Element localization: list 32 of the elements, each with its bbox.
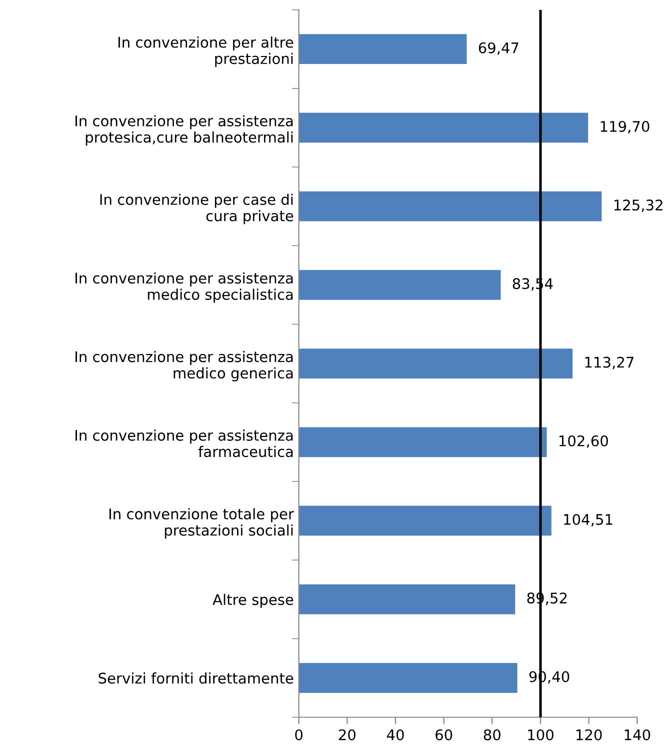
x-tick-label: 80 [484, 729, 500, 740]
y-tick-label: Servizi forniti direttamente [98, 672, 294, 684]
data-label: 125,32 [614, 200, 662, 212]
y-tick-label: In convenzione per assistenza farmaceutica [76, 430, 293, 458]
x-tick-label: 120 [576, 729, 602, 740]
y-tick-label: In convenzione totale per prestazioni sociali [110, 508, 294, 539]
bar [298, 270, 501, 300]
x-tick-label: 100 [528, 729, 554, 740]
bar [298, 348, 573, 378]
bar [298, 506, 552, 536]
bar [298, 427, 547, 458]
data-label: 119,70 [600, 120, 650, 134]
x-tick-label: 0 [295, 729, 302, 740]
y-tick-label: In convenzione per assistenza medico specialistica [76, 272, 293, 303]
data-label: 113,27 [585, 356, 634, 370]
bar [298, 112, 588, 143]
y-tick-label: In convenzione per case di cura private [100, 194, 294, 224]
bar [298, 663, 518, 693]
bar [298, 584, 516, 614]
x-tick-label: 40 [386, 729, 404, 740]
data-label: 102,60 [559, 435, 608, 448]
data-label: 104,51 [564, 514, 612, 526]
y-tick-label: Altre spese [212, 594, 294, 608]
x-tick-label: 140 [624, 729, 650, 740]
data-label: 69,47 [478, 42, 518, 55]
x-tick-label: 20 [338, 729, 356, 740]
y-tick-label: In convenzione per assistenza protesica,cure balneotermali [76, 115, 293, 146]
bar [298, 191, 602, 222]
bar [298, 34, 467, 64]
x-tick-label: 60 [436, 729, 452, 740]
y-tick-label: In convenzione per altre prestazioni [118, 36, 294, 67]
y-tick-label: In convenzione per assistenza medico generica [76, 350, 293, 382]
